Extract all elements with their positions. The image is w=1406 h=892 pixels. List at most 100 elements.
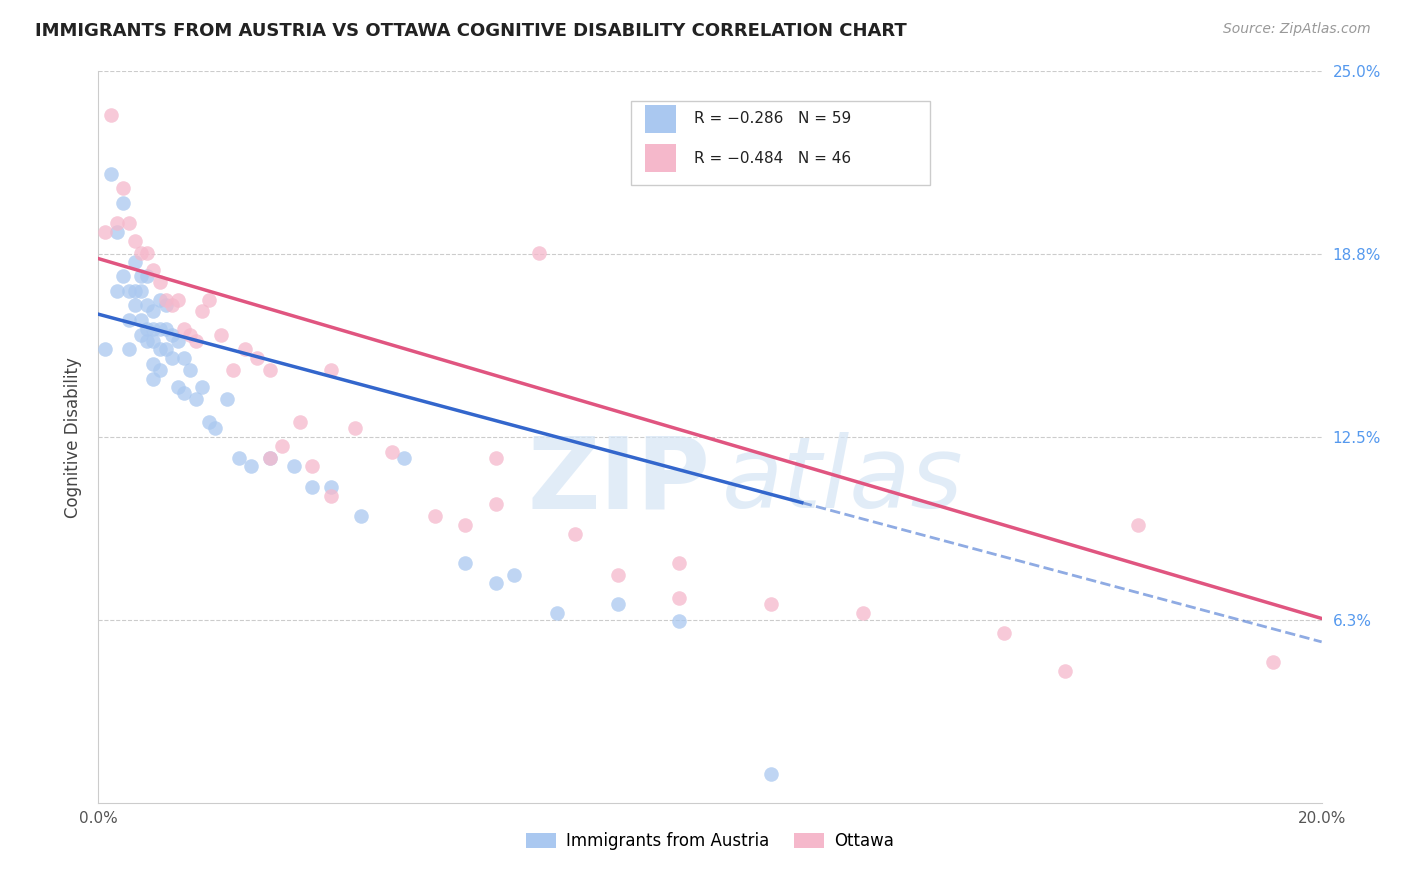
Point	[993, 626, 1015, 640]
Point	[283, 459, 305, 474]
Text: R = −0.286   N = 59: R = −0.286 N = 59	[695, 112, 852, 126]
Point	[759, 766, 782, 780]
Point	[246, 351, 269, 365]
Point	[136, 269, 159, 284]
Point	[100, 108, 122, 122]
Point	[259, 450, 281, 465]
Point	[93, 343, 115, 357]
Point	[136, 245, 159, 260]
Point	[668, 591, 690, 605]
Point	[124, 298, 146, 312]
Point	[759, 597, 782, 611]
Point	[129, 327, 152, 342]
Point	[209, 327, 232, 342]
Text: ZIP: ZIP	[527, 433, 710, 530]
Point	[259, 363, 281, 377]
Point	[668, 556, 690, 570]
Point	[160, 298, 183, 312]
Point	[155, 322, 177, 336]
Point	[93, 225, 115, 239]
Point	[290, 416, 312, 430]
Point	[167, 334, 190, 348]
Point	[136, 298, 159, 312]
Point	[155, 293, 177, 307]
Point	[527, 245, 550, 260]
Point	[129, 284, 152, 298]
Point	[118, 343, 141, 357]
Point	[142, 263, 165, 277]
Point	[1261, 656, 1284, 670]
Point	[149, 322, 172, 336]
Point	[503, 567, 526, 582]
Point	[105, 284, 128, 298]
Point	[392, 450, 416, 465]
Point	[142, 357, 165, 371]
Point	[186, 392, 208, 406]
Point	[173, 322, 195, 336]
Point	[111, 269, 134, 284]
Point	[215, 392, 238, 406]
Point	[233, 343, 256, 357]
Point	[100, 167, 122, 181]
Point	[173, 351, 195, 365]
Point	[149, 363, 172, 377]
Point	[607, 597, 630, 611]
Point	[129, 269, 152, 284]
Point	[142, 322, 165, 336]
Point	[319, 489, 342, 503]
Point	[118, 284, 141, 298]
Point	[124, 234, 146, 248]
Point	[350, 509, 373, 524]
Text: R = −0.484   N = 46: R = −0.484 N = 46	[695, 151, 851, 166]
Point	[186, 334, 208, 348]
Point	[454, 517, 477, 532]
Point	[270, 439, 292, 453]
Point	[167, 380, 190, 394]
Point	[546, 606, 568, 620]
Point	[136, 334, 159, 348]
Point	[319, 480, 342, 494]
Point	[222, 363, 245, 377]
Point	[160, 327, 183, 342]
Point	[142, 334, 165, 348]
Point	[668, 615, 690, 629]
Text: IMMIGRANTS FROM AUSTRIA VS OTTAWA COGNITIVE DISABILITY CORRELATION CHART: IMMIGRANTS FROM AUSTRIA VS OTTAWA COGNIT…	[35, 22, 907, 40]
Point	[197, 416, 219, 430]
Point	[607, 567, 630, 582]
Point	[142, 304, 165, 318]
Point	[204, 421, 226, 435]
Point	[564, 526, 586, 541]
Y-axis label: Cognitive Disability: Cognitive Disability	[65, 357, 83, 517]
Point	[149, 343, 172, 357]
Point	[485, 450, 508, 465]
Point	[381, 444, 404, 458]
Point	[155, 343, 177, 357]
Point	[105, 225, 128, 239]
Point	[167, 293, 190, 307]
FancyBboxPatch shape	[645, 145, 676, 172]
Point	[179, 327, 201, 342]
Point	[259, 450, 281, 465]
Point	[1053, 664, 1076, 678]
Point	[136, 322, 159, 336]
Point	[179, 363, 201, 377]
Point	[423, 509, 446, 524]
Point	[173, 386, 195, 401]
Point	[240, 459, 263, 474]
Text: atlas: atlas	[723, 433, 965, 530]
Point	[124, 284, 146, 298]
Point	[197, 293, 219, 307]
Point	[160, 351, 183, 365]
Point	[454, 556, 477, 570]
Point	[118, 313, 141, 327]
Point	[301, 480, 323, 494]
Point	[852, 606, 875, 620]
Point	[485, 497, 508, 511]
Point	[124, 254, 146, 268]
Point	[1128, 517, 1150, 532]
Point	[191, 304, 214, 318]
Legend: Immigrants from Austria, Ottawa: Immigrants from Austria, Ottawa	[519, 825, 901, 856]
Point	[485, 576, 508, 591]
Point	[319, 363, 342, 377]
Point	[191, 380, 214, 394]
